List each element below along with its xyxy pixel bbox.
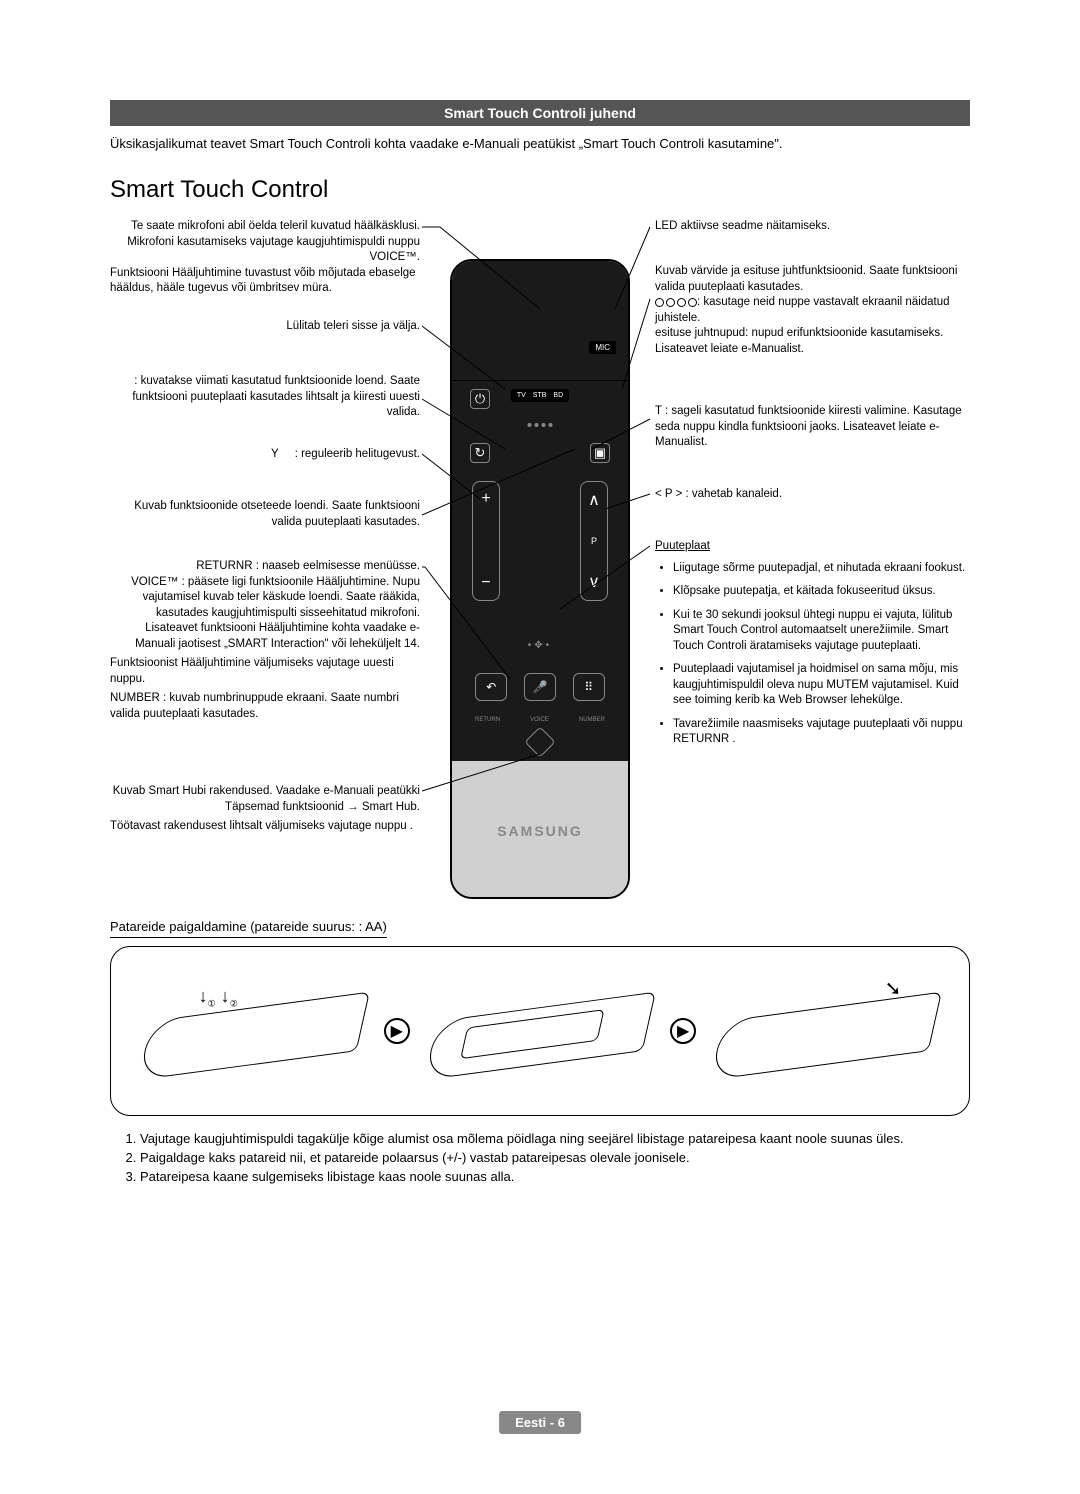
- callout-history: : kuvatakse viimati kasutatud funktsioon…: [110, 374, 420, 421]
- battery-step-2: [425, 966, 655, 1096]
- tv-label: TV: [515, 392, 528, 399]
- vol-minus-icon: −: [481, 574, 490, 592]
- battery-diagram: ↓① ↓② ▶ ▶ ➘: [110, 946, 970, 1116]
- main-title: Smart Touch Control: [110, 176, 970, 204]
- battery-step-1: ↓① ↓②: [139, 966, 369, 1096]
- battery-title: Patareide paigaldamine (patareide suurus…: [110, 919, 387, 938]
- voice-label: VOICE: [530, 717, 549, 723]
- history-icon: ↻: [470, 443, 490, 463]
- callout-smarthub: Kuvab Smart Hubi rakendused. Vaadake e-M…: [110, 784, 420, 835]
- bottom-button-row: ↶ 🎤 ⠿: [452, 673, 628, 701]
- battery-step: Vajutage kaugjuhtimispuldi tagakülje kõi…: [140, 1131, 970, 1146]
- battery-step-3: ➘: [711, 966, 941, 1096]
- callout-mic: Te saate mikrofoni abil öelda teleril ku…: [110, 219, 420, 297]
- callout-power: Lülitab teleri sisse ja välja.: [110, 319, 420, 335]
- callout-led: LED aktiivse seadme näitamiseks.: [655, 219, 975, 235]
- volume-rocker: + −: [472, 481, 500, 601]
- vol-plus-icon: +: [481, 490, 490, 508]
- return-icon: ↶: [475, 673, 507, 701]
- smarthub-icon: [524, 726, 555, 757]
- voice-icon: 🎤: [524, 673, 556, 701]
- shortcut-icon: ▣: [590, 443, 610, 463]
- touchpad-item: Tavarežiimile naasmiseks vajutage puutep…: [673, 717, 975, 748]
- ch-down-icon: ∨: [588, 572, 600, 592]
- brand-label: SAMSUNG: [452, 761, 628, 899]
- battery-step: Paigaldage kaks patareid nii, et patarei…: [140, 1150, 970, 1165]
- arrow-icon: ▶: [384, 1018, 410, 1044]
- callout-return-voice-number: RETURNR : naaseb eelmisesse menüüsse. VO…: [110, 559, 420, 722]
- p-label: P: [591, 536, 597, 546]
- led-dots: [528, 423, 553, 427]
- touchpad-list: Liigutage sõrme puutepadjal, et nihutada…: [655, 561, 975, 748]
- callout-touchpad: Puuteplaat Liigutage sõrme puutepadjal, …: [655, 539, 975, 756]
- touchpad-item: Puuteplaadi vajutamisel ja hoidmisel on …: [673, 662, 975, 709]
- callout-color-playback: Kuvab värvide ja esituse juhtfunktsiooni…: [655, 264, 975, 357]
- return-label: RETURN: [475, 717, 500, 723]
- touchpad-item: Kui te 30 sekundi jooksul ühtegi nuppu e…: [673, 608, 975, 655]
- touchpad-indicator: •✥•: [528, 640, 552, 651]
- channel-rocker: ∧ P ∨: [580, 481, 608, 601]
- mic-label: MIC: [589, 341, 616, 354]
- remote-body: ⏻ TV STB BD ↻ ▣ + − ∧ P ∨ •✥• ↶: [452, 381, 628, 761]
- ch-up-icon: ∧: [588, 490, 600, 510]
- remote-mic-area: MIC: [452, 261, 628, 381]
- remote-diagram: MIC ⏻ TV STB BD ↻ ▣ + − ∧ P ∨ •✥•: [110, 219, 970, 899]
- touchpad-title: Puuteplaat: [655, 539, 975, 555]
- intro-text: Üksikasjalikumat teavet Smart Touch Cont…: [110, 136, 970, 151]
- battery-steps: Vajutage kaugjuhtimispuldi tagakülje kõi…: [110, 1131, 970, 1184]
- bd-label: BD: [551, 392, 565, 399]
- arrow-icon: ▶: [670, 1018, 696, 1044]
- remote-illustration: MIC ⏻ TV STB BD ↻ ▣ + − ∧ P ∨ •✥•: [450, 259, 630, 899]
- number-label: NUMBER: [579, 717, 605, 723]
- section-header: Smart Touch Controli juhend: [110, 100, 970, 126]
- callout-channel: < P > : vahetab kanaleid.: [655, 487, 975, 503]
- battery-section: Patareide paigaldamine (patareide suurus…: [110, 919, 970, 1184]
- stb-label: STB: [531, 392, 549, 399]
- number-icon: ⠿: [573, 673, 605, 701]
- power-icon: ⏻: [470, 389, 490, 409]
- page-footer: Eesti - 6: [499, 1411, 581, 1434]
- touchpad-item: Liigutage sõrme puutepadjal, et nihutada…: [673, 561, 975, 577]
- callout-t-shortcut: T : sageli kasutatud funktsioonide kiire…: [655, 404, 975, 451]
- callout-volume: Y : reguleerib helitugevust.: [110, 447, 420, 463]
- source-pill: TV STB BD: [511, 389, 569, 402]
- bottom-labels: RETURN VOICE NUMBER: [452, 717, 628, 723]
- touchpad-item: Klõpsake puutepatja, et käitada fokuseer…: [673, 584, 975, 600]
- callout-shortcuts: Kuvab funktsioonide otseteede loendi. Sa…: [110, 499, 420, 530]
- battery-step: Patareipesa kaane sulgemiseks libistage …: [140, 1169, 970, 1184]
